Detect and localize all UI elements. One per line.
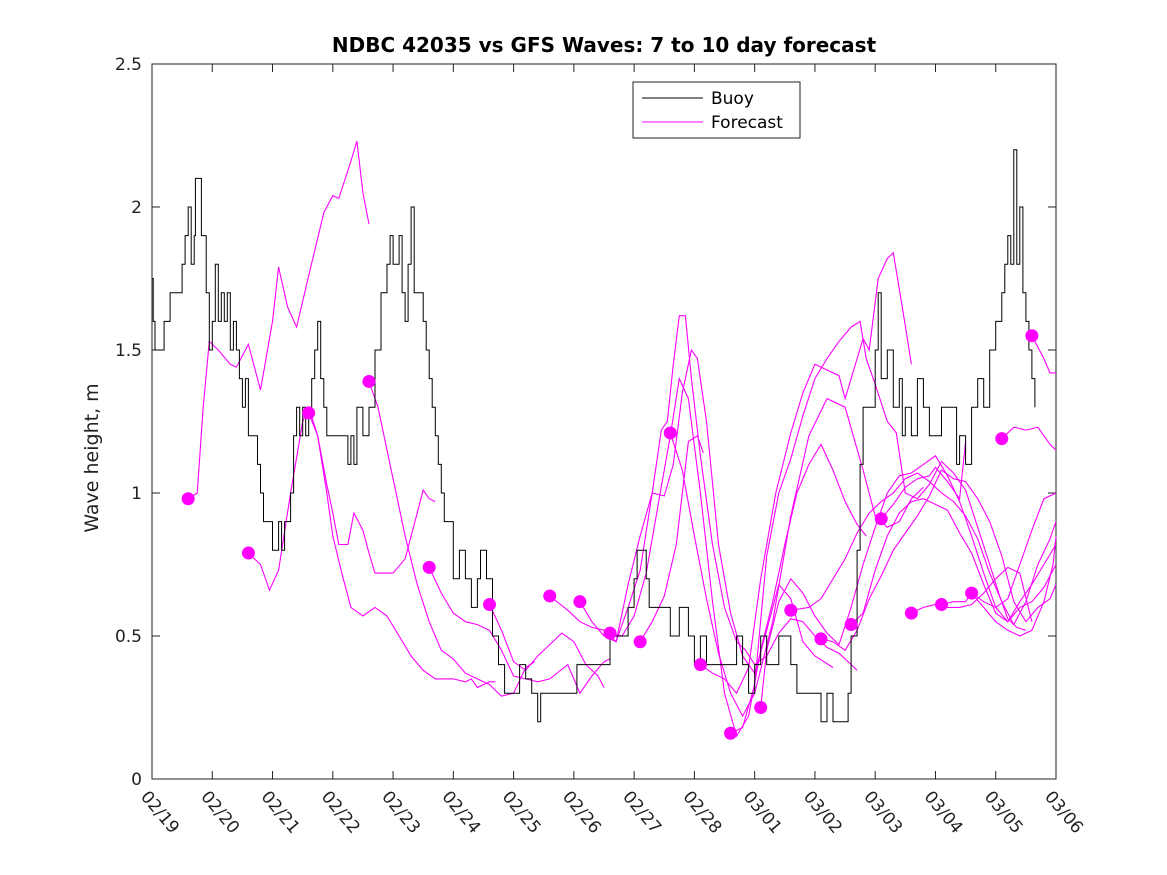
forecast-line: [730, 320, 1027, 734]
forecast-start-point: [965, 586, 979, 600]
y-tick-label: 1: [131, 484, 142, 504]
plot-area: [151, 63, 1057, 780]
forecast-start-markers: [181, 329, 1039, 740]
buoy-series-group: [152, 149, 1036, 723]
y-axis: 0 0.5 1 1.5 2 2.5: [115, 55, 1056, 790]
y-tick-label: 2.5: [115, 55, 142, 75]
forecast-line: [790, 472, 1057, 626]
forecast-line: [700, 251, 912, 695]
forecast-start-point: [302, 406, 316, 420]
y-tick-label: 0.5: [115, 627, 142, 647]
forecast-start-point: [934, 598, 948, 612]
forecast-line: [489, 604, 605, 688]
forecast-line: [579, 348, 834, 675]
forecast-start-point: [633, 635, 647, 649]
forecast-line: [669, 397, 924, 718]
forecast-start-point: [844, 618, 858, 632]
forecast-start-point: [814, 632, 828, 646]
forecast-line: [941, 492, 1057, 609]
forecast-start-point: [181, 492, 195, 506]
forecast-start-point: [724, 726, 738, 740]
forecast-start-point: [482, 598, 496, 612]
y-tick-label: 1.5: [115, 341, 142, 361]
forecast-series-group: [187, 141, 1057, 738]
buoy-line: [152, 149, 1036, 723]
forecast-start-point: [362, 374, 376, 388]
legend-box: [632, 81, 801, 139]
forecast-start-point: [663, 426, 677, 440]
forecast-line: [880, 441, 967, 520]
legend-forecast-label: Forecast: [711, 113, 783, 133]
y-tick-label: 2: [131, 198, 142, 218]
forecast-start-point: [874, 512, 888, 526]
forecast-start-point: [1025, 329, 1039, 343]
forecast-start-point: [603, 626, 617, 640]
forecast-start-point: [573, 595, 587, 609]
forecast-start-point: [754, 701, 768, 714]
forecast-line: [911, 566, 1033, 622]
y-axis-label: Wave height, m: [81, 383, 103, 532]
forecast-start-point: [784, 603, 798, 617]
forecast-start-point: [904, 606, 918, 620]
forecast-start-point: [422, 560, 436, 574]
forecast-line: [760, 455, 1057, 708]
forecast-line: [820, 469, 1057, 652]
forecast-line: [971, 535, 1057, 637]
forecast-line: [850, 498, 1057, 625]
forecast-line: [609, 376, 867, 738]
forecast-start-point: [543, 589, 557, 603]
legend: Buoy Forecast: [632, 81, 801, 139]
forecast-start-point: [693, 658, 707, 672]
forecast-start-point: [241, 546, 255, 560]
forecast-line: [1031, 335, 1056, 374]
forecast-line: [308, 412, 496, 689]
chart-title: NDBC 42035 vs GFS Waves: 7 to 10 day for…: [332, 33, 877, 57]
forecast-line: [639, 434, 704, 642]
forecast-line: [549, 315, 858, 671]
forecast-start-point: [995, 432, 1009, 446]
forecast-line: [1001, 426, 1057, 451]
forecast-line: [368, 381, 535, 697]
y-tick-label: 0: [131, 770, 142, 790]
legend-buoy-label: Buoy: [711, 89, 754, 109]
